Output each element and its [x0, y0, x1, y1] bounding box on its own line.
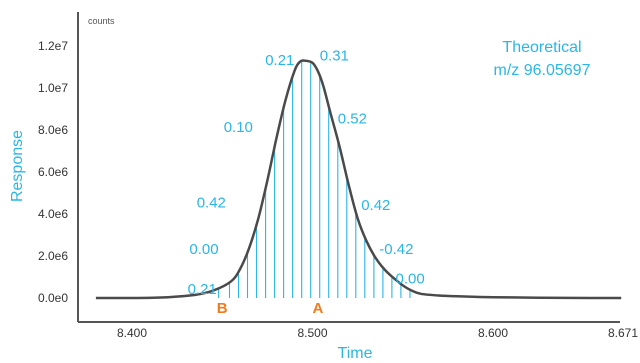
mass-error-label: 0.00	[189, 241, 218, 258]
mass-error-label: 0.52	[338, 111, 367, 128]
x-tick-label: 8.400	[117, 326, 147, 340]
mass-error-label: 0.31	[320, 48, 349, 65]
y-tick-label: 8.0e6	[38, 123, 68, 137]
x-axis-label: Time	[338, 345, 373, 362]
mass-error-label: 0.00	[396, 270, 425, 287]
mass-error-labels: 0.21 0.00 0.42 0.10 0.21 0.31 0.52 0.42 -0.42 0.0…	[188, 48, 425, 298]
y-tick-label: 1.2e7	[38, 39, 68, 53]
sample-lines	[218, 61, 411, 298]
x-tick-label: 8.500	[297, 326, 327, 340]
mass-error-label: 0.10	[224, 119, 253, 136]
y-tick-label: 6.0e6	[38, 165, 68, 179]
peak-marker-b: B	[217, 300, 228, 317]
mass-error-label: 0.42	[197, 195, 226, 212]
axes	[77, 12, 620, 323]
y-tick-label: 0.0e0	[38, 291, 68, 305]
mass-error-label: 0.21	[188, 281, 217, 298]
mass-error-label: 0.42	[361, 197, 390, 214]
y-tick-label: 2.0e6	[38, 249, 68, 263]
mass-error-label: -0.42	[379, 241, 413, 258]
y-tick-label: 1.0e7	[38, 81, 68, 95]
mass-error-label: 0.21	[265, 52, 294, 69]
y-units-label: counts	[88, 16, 115, 26]
theoretical-label: Theoretical	[502, 39, 581, 56]
peak-marker-a: A	[312, 300, 323, 317]
x-tick-labels: 8.400 8.500 8.600 8.671	[117, 326, 638, 340]
x-tick-label: 8.671	[608, 326, 638, 340]
x-tick-label: 8.600	[478, 326, 508, 340]
chromatogram-trace	[95, 59, 622, 300]
y-tick-label: 4.0e6	[38, 207, 68, 221]
y-axis-label: Response	[9, 130, 26, 202]
theoretical-mz-label: m/z 96.05697	[494, 62, 591, 79]
y-tick-labels: 0.0e0 2.0e6 4.0e6 6.0e6 8.0e6 1.0e7 1.2e7	[38, 39, 68, 305]
